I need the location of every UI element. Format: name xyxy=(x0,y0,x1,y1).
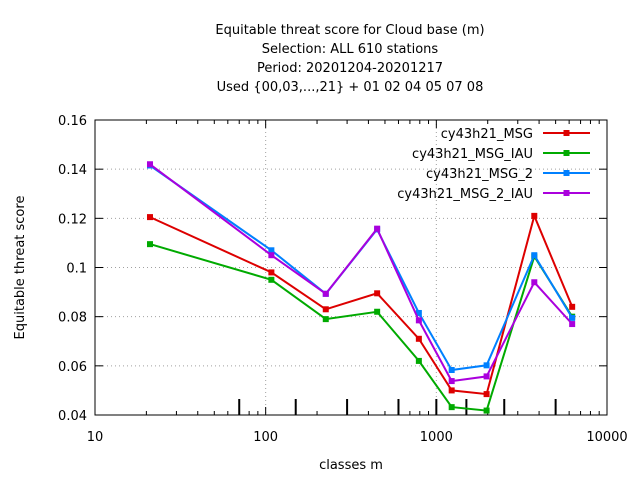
data-point xyxy=(322,316,329,323)
title-line: Used {00,03,...,21} + 01 02 04 05 07 08 xyxy=(217,80,484,95)
data-point xyxy=(322,290,329,297)
data-point xyxy=(569,314,576,321)
data-point xyxy=(448,404,455,411)
series-cy43h21_MSG xyxy=(146,212,576,398)
data-point xyxy=(268,252,275,259)
data-point xyxy=(268,276,275,283)
legend: cy43h21_MSG cy43h21_MSG_IAU cy43h21_MSG_2c… xyxy=(397,127,590,202)
data-point xyxy=(569,303,576,310)
x-tick-label: 1000 xyxy=(420,430,453,445)
data-point xyxy=(531,252,538,259)
grid xyxy=(95,120,607,415)
series-line xyxy=(149,212,574,396)
data-point xyxy=(483,391,490,398)
data-point xyxy=(146,214,153,221)
series xyxy=(146,161,576,414)
data-point xyxy=(415,335,422,342)
y-tick-label: 0.04 xyxy=(58,409,87,424)
legend-swatch-marker xyxy=(563,170,570,176)
title-line: Selection: ALL 610 stations xyxy=(262,42,439,57)
data-point xyxy=(448,378,455,385)
data-point xyxy=(569,321,576,328)
title-line: Equitable threat score for Cloud base (m… xyxy=(215,23,484,38)
data-point xyxy=(146,241,153,248)
x-axis-label: classes m xyxy=(319,458,383,473)
title-line: Period: 20201204-20201217 xyxy=(257,61,443,76)
x-tick-label: 10 xyxy=(87,430,104,445)
chart-title: Equitable threat score for Cloud base (m… xyxy=(215,23,484,95)
legend-label: cy43h21_MSG xyxy=(441,127,533,142)
data-point xyxy=(483,407,490,414)
series-cy43h21_MSG_2_IAU xyxy=(146,161,576,385)
data-point xyxy=(374,308,381,315)
data-point xyxy=(531,212,538,219)
data-point xyxy=(268,247,275,254)
y-tick-label: 0.12 xyxy=(58,212,87,227)
y-tick-label: 0.08 xyxy=(58,311,87,326)
data-point xyxy=(448,367,455,374)
data-point xyxy=(415,317,422,324)
data-point xyxy=(483,373,490,380)
x-tick-label: 10000 xyxy=(586,430,627,445)
legend-label: cy43h21_MSG_2_IAU xyxy=(397,187,533,202)
data-point xyxy=(483,362,490,369)
data-point xyxy=(322,306,329,313)
data-point xyxy=(374,225,381,232)
x-tick-label: 100 xyxy=(253,430,278,445)
y-axis-label: Equitable threat score xyxy=(13,196,28,340)
axis-ticks: 0.04 0.06 0.08 0.1 0.12 0.14 0.16 10 100 1000 1000… xyxy=(58,114,628,445)
legend-swatch-marker xyxy=(563,190,570,196)
y-tick-label: 0.06 xyxy=(58,360,87,375)
data-point xyxy=(268,269,275,276)
legend-label: cy43h21_MSG_IAU xyxy=(412,147,533,162)
y-tick-label: 0.1 xyxy=(66,262,87,277)
data-point xyxy=(448,387,455,394)
series-line xyxy=(149,243,574,412)
data-point xyxy=(146,161,153,168)
y-tick-label: 0.14 xyxy=(58,163,87,178)
data-point xyxy=(374,290,381,297)
data-point xyxy=(531,279,538,286)
legend-swatch-marker xyxy=(563,150,570,156)
legend-label: cy43h21_MSG_2 xyxy=(426,167,533,182)
data-point xyxy=(415,357,422,364)
y-tick-label: 0.16 xyxy=(58,114,87,129)
data-point xyxy=(415,309,422,316)
legend-swatch-marker xyxy=(563,130,570,136)
class-markers xyxy=(238,399,557,415)
